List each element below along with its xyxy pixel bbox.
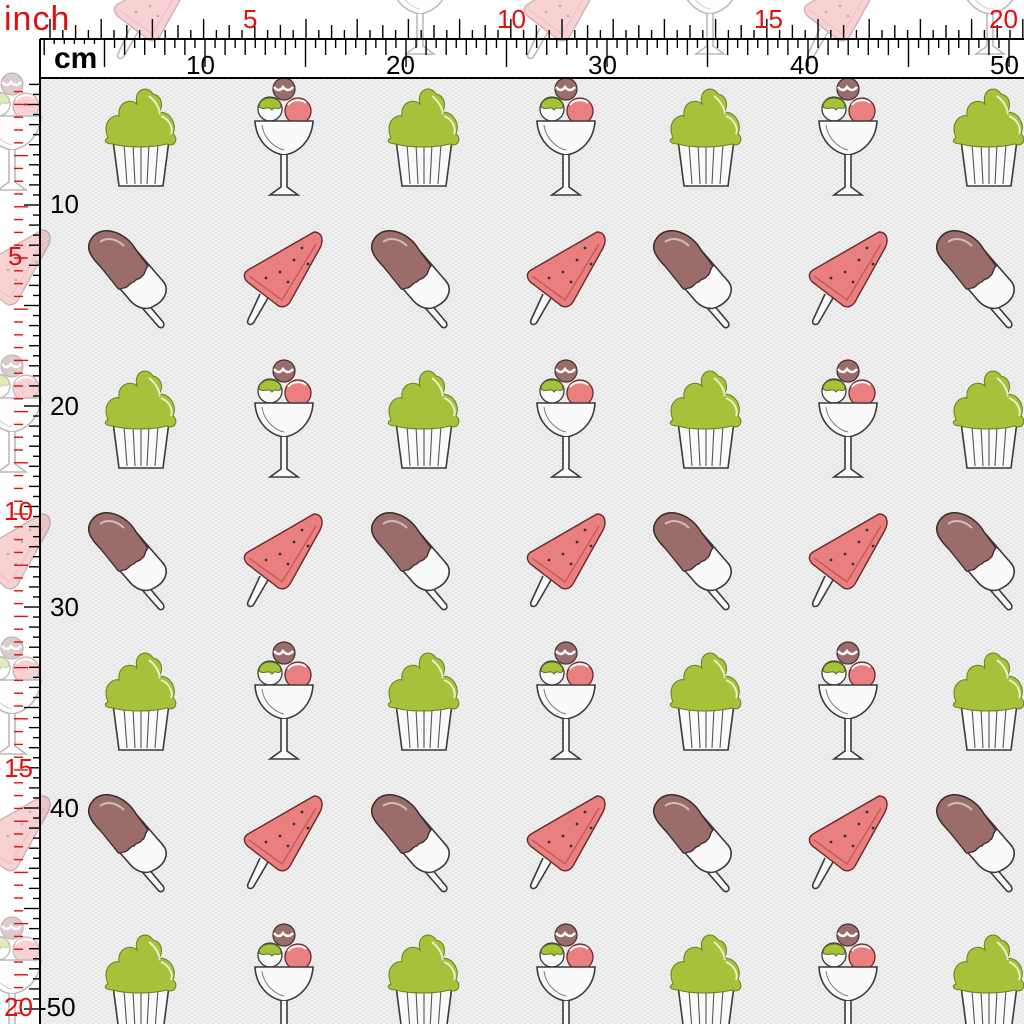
cm-tick-label: 50	[990, 50, 1019, 80]
cm-tick-label-left: 10	[50, 189, 79, 219]
left-ticks	[14, 83, 40, 1014]
cm-tick-label: 20	[386, 50, 415, 80]
cm-tick-label-left: 30	[50, 592, 79, 622]
inch-ticks-top	[49, 19, 1024, 39]
cm-tick-label-left: 20	[50, 391, 79, 421]
inch-tick-label: 5	[243, 4, 258, 34]
cm-tick-label: 30	[588, 50, 617, 80]
cm-unit-label: cm	[50, 44, 102, 74]
cm-tick-label: 10	[186, 50, 215, 80]
cm-ticks-top	[43, 39, 1010, 67]
cm-tick-label-left: 40	[50, 793, 79, 823]
inch-tick-label-left: 10	[4, 496, 33, 526]
inch-tick-label-left: 5	[8, 241, 23, 271]
inch-tick-label-left: 20	[4, 992, 33, 1022]
inch-unit-label: inch	[4, 0, 71, 38]
inch-tick-label: 10	[497, 4, 526, 34]
inch-tick-label: 15	[754, 4, 783, 34]
inch-tick-label-left: 15	[4, 753, 33, 783]
inch-tick-label: 20	[989, 4, 1018, 34]
cm-tick-label-left: -50	[38, 992, 76, 1022]
cm-tick-label: 40	[790, 50, 819, 80]
